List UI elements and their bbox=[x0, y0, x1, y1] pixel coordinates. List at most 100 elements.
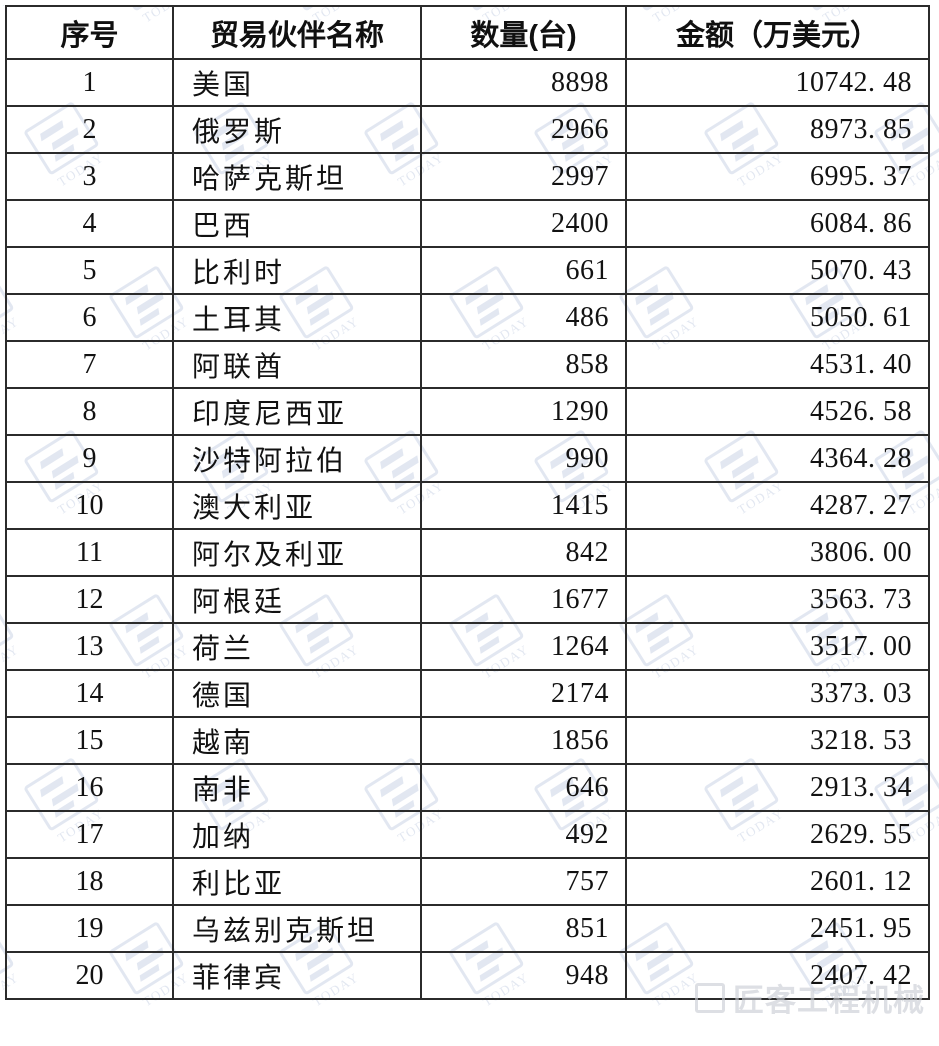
cell-amount: 2407. 42 bbox=[625, 951, 930, 1000]
cell-rank: 9 bbox=[5, 434, 174, 483]
table-row: 9 沙特阿拉伯 990 4364. 28 bbox=[5, 434, 930, 483]
cell-qty: 2966 bbox=[420, 105, 627, 154]
cell-rank: 4 bbox=[5, 199, 174, 248]
cell-amount: 2601. 12 bbox=[625, 857, 930, 906]
cell-name: 德国 bbox=[172, 669, 422, 718]
table-row: 6 土耳其 486 5050. 61 bbox=[5, 293, 930, 342]
table-row: 20 菲律宾 948 2407. 42 bbox=[5, 951, 930, 1000]
cell-rank: 14 bbox=[5, 669, 174, 718]
cell-rank: 8 bbox=[5, 387, 174, 436]
cell-amount: 3806. 00 bbox=[625, 528, 930, 577]
table-row: 18 利比亚 757 2601. 12 bbox=[5, 857, 930, 906]
cell-amount: 3563. 73 bbox=[625, 575, 930, 624]
table-row: 4 巴西 2400 6084. 86 bbox=[5, 199, 930, 248]
cell-qty: 1415 bbox=[420, 481, 627, 530]
cell-qty: 1856 bbox=[420, 716, 627, 765]
cell-name: 巴西 bbox=[172, 199, 422, 248]
cell-amount: 2629. 55 bbox=[625, 810, 930, 859]
cell-qty: 858 bbox=[420, 340, 627, 389]
cell-amount: 2913. 34 bbox=[625, 763, 930, 812]
cell-rank: 7 bbox=[5, 340, 174, 389]
cell-rank: 2 bbox=[5, 105, 174, 154]
table-row: 8 印度尼西亚 1290 4526. 58 bbox=[5, 387, 930, 436]
cell-rank: 5 bbox=[5, 246, 174, 295]
column-header-name: 贸易伙伴名称 bbox=[172, 5, 422, 60]
cell-amount: 6995. 37 bbox=[625, 152, 930, 201]
cell-name: 利比亚 bbox=[172, 857, 422, 906]
cell-rank: 13 bbox=[5, 622, 174, 671]
cell-amount: 3373. 03 bbox=[625, 669, 930, 718]
cell-amount: 4526. 58 bbox=[625, 387, 930, 436]
cell-rank: 12 bbox=[5, 575, 174, 624]
column-header-amount: 金额（万美元） bbox=[625, 5, 930, 60]
table-row: 14 德国 2174 3373. 03 bbox=[5, 669, 930, 718]
cell-qty: 851 bbox=[420, 904, 627, 953]
cell-name: 美国 bbox=[172, 58, 422, 107]
cell-rank: 15 bbox=[5, 716, 174, 765]
cell-rank: 18 bbox=[5, 857, 174, 906]
cell-rank: 1 bbox=[5, 58, 174, 107]
table-row: 11 阿尔及利亚 842 3806. 00 bbox=[5, 528, 930, 577]
cell-rank: 16 bbox=[5, 763, 174, 812]
cell-rank: 3 bbox=[5, 152, 174, 201]
cell-name: 菲律宾 bbox=[172, 951, 422, 1000]
cell-name: 俄罗斯 bbox=[172, 105, 422, 154]
table-row: 5 比利时 661 5070. 43 bbox=[5, 246, 930, 295]
cell-amount: 6084. 86 bbox=[625, 199, 930, 248]
cell-qty: 842 bbox=[420, 528, 627, 577]
trade-partners-table: 序号 贸易伙伴名称 数量(台) 金额（万美元） 1 美国 8898 10742. 48… bbox=[5, 5, 930, 1000]
cell-name: 哈萨克斯坦 bbox=[172, 152, 422, 201]
cell-name: 印度尼西亚 bbox=[172, 387, 422, 436]
cell-qty: 2997 bbox=[420, 152, 627, 201]
cell-amount: 5050. 61 bbox=[625, 293, 930, 342]
cell-amount: 8973. 85 bbox=[625, 105, 930, 154]
cell-rank: 17 bbox=[5, 810, 174, 859]
cell-rank: 10 bbox=[5, 481, 174, 530]
cell-name: 乌兹别克斯坦 bbox=[172, 904, 422, 953]
cell-amount: 3517. 00 bbox=[625, 622, 930, 671]
cell-name: 阿联酋 bbox=[172, 340, 422, 389]
table-row: 2 俄罗斯 2966 8973. 85 bbox=[5, 105, 930, 154]
cell-amount: 3218. 53 bbox=[625, 716, 930, 765]
cell-amount: 5070. 43 bbox=[625, 246, 930, 295]
table-row: 19 乌兹别克斯坦 851 2451. 95 bbox=[5, 904, 930, 953]
cell-qty: 948 bbox=[420, 951, 627, 1000]
cell-qty: 8898 bbox=[420, 58, 627, 107]
table-row: 3 哈萨克斯坦 2997 6995. 37 bbox=[5, 152, 930, 201]
cell-amount: 10742. 48 bbox=[625, 58, 930, 107]
table-row: 7 阿联酋 858 4531. 40 bbox=[5, 340, 930, 389]
cell-name: 土耳其 bbox=[172, 293, 422, 342]
column-header-rank: 序号 bbox=[5, 5, 174, 60]
cell-qty: 492 bbox=[420, 810, 627, 859]
cell-qty: 661 bbox=[420, 246, 627, 295]
table-header-row: 序号 贸易伙伴名称 数量(台) 金额（万美元） bbox=[5, 5, 930, 60]
table-body: 1 美国 8898 10742. 48 2 俄罗斯 2966 8973. 85 3 哈萨克斯坦 29… bbox=[5, 58, 930, 1000]
cell-name: 加纳 bbox=[172, 810, 422, 859]
cell-qty: 2174 bbox=[420, 669, 627, 718]
cell-amount: 4287. 27 bbox=[625, 481, 930, 530]
cell-name: 阿根廷 bbox=[172, 575, 422, 624]
cell-rank: 6 bbox=[5, 293, 174, 342]
table-row: 17 加纳 492 2629. 55 bbox=[5, 810, 930, 859]
cell-name: 越南 bbox=[172, 716, 422, 765]
cell-name: 澳大利亚 bbox=[172, 481, 422, 530]
cell-name: 沙特阿拉伯 bbox=[172, 434, 422, 483]
cell-qty: 486 bbox=[420, 293, 627, 342]
cell-name: 荷兰 bbox=[172, 622, 422, 671]
cell-qty: 1264 bbox=[420, 622, 627, 671]
cell-qty: 990 bbox=[420, 434, 627, 483]
cell-qty: 2400 bbox=[420, 199, 627, 248]
table-row: 13 荷兰 1264 3517. 00 bbox=[5, 622, 930, 671]
cell-qty: 1677 bbox=[420, 575, 627, 624]
cell-rank: 20 bbox=[5, 951, 174, 1000]
cell-name: 比利时 bbox=[172, 246, 422, 295]
cell-qty: 1290 bbox=[420, 387, 627, 436]
cell-amount: 4531. 40 bbox=[625, 340, 930, 389]
table-row: 1 美国 8898 10742. 48 bbox=[5, 58, 930, 107]
cell-amount: 2451. 95 bbox=[625, 904, 930, 953]
cell-rank: 11 bbox=[5, 528, 174, 577]
cell-name: 南非 bbox=[172, 763, 422, 812]
column-header-qty: 数量(台) bbox=[420, 5, 627, 60]
table-row: 12 阿根廷 1677 3563. 73 bbox=[5, 575, 930, 624]
cell-name: 阿尔及利亚 bbox=[172, 528, 422, 577]
